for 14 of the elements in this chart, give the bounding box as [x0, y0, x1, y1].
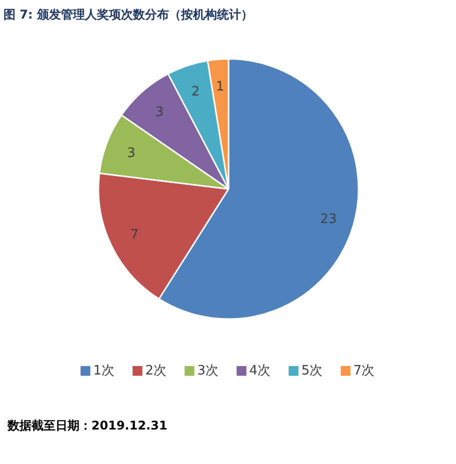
legend-label: 5次 — [301, 363, 323, 378]
data-label: 7 — [130, 228, 139, 243]
legend-label: 2次 — [145, 363, 167, 378]
legend-label: 7次 — [353, 363, 375, 378]
legend-label: 4次 — [249, 363, 271, 378]
data-label: 3 — [127, 146, 136, 162]
chart-title: 图 7: 颁发管理人奖项次数分布（按机构统计） — [4, 8, 254, 22]
legend-label: 3次 — [197, 363, 219, 378]
data-label: 1 — [216, 79, 224, 94]
text: 数据截至日期：2019.12.31 — [6, 418, 168, 433]
data-label: 23 — [320, 212, 337, 227]
data-label: 3 — [155, 105, 164, 120]
legend-label: 1次 — [93, 363, 115, 378]
data-label: 2 — [191, 84, 200, 100]
